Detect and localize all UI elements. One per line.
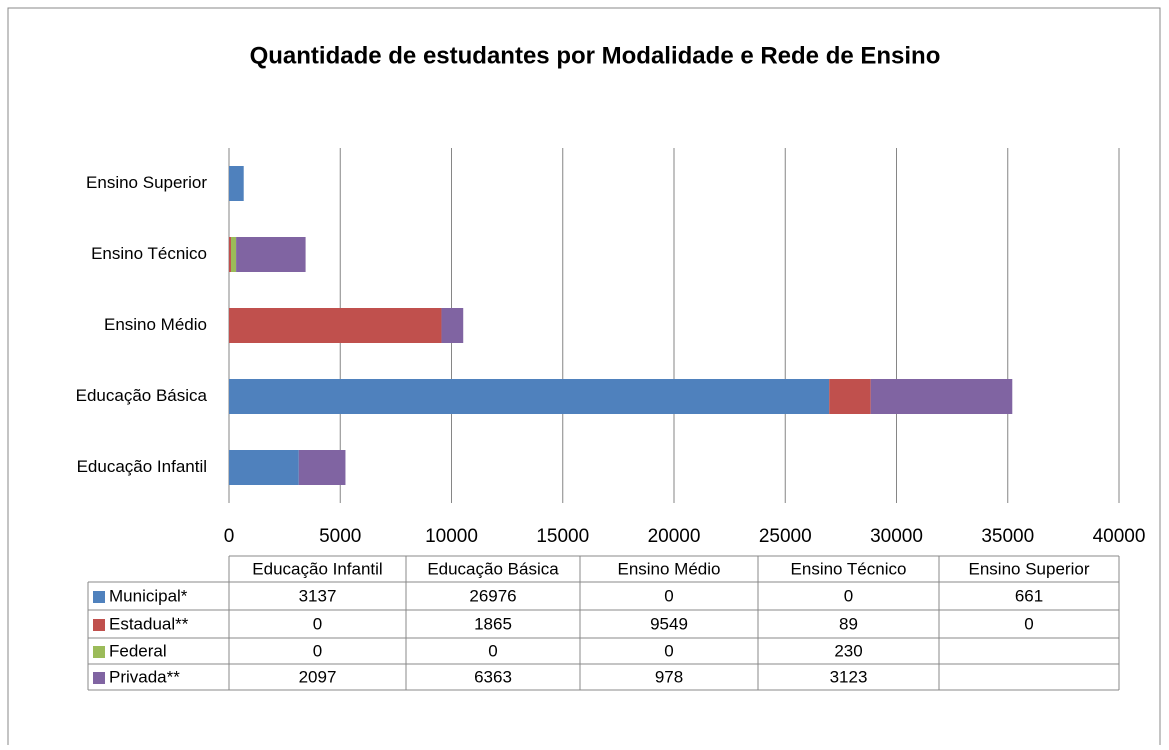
table-cell: 0 <box>313 641 322 660</box>
table-cell: 0 <box>1024 614 1033 633</box>
table-cell: 0 <box>664 641 673 660</box>
chart-title: Quantidade de estudantes por Modalidade … <box>250 42 941 69</box>
table-cell: 0 <box>488 641 497 660</box>
y-tick-label: Ensino Médio <box>104 315 207 334</box>
table-cell: 0 <box>664 586 673 605</box>
y-tick-label: Ensino Técnico <box>91 244 207 263</box>
bar-segment <box>229 166 244 201</box>
bar-segment <box>229 450 299 485</box>
bar-segment <box>441 308 464 343</box>
table-header: Educação Básica <box>427 559 559 578</box>
y-tick-label: Educação Básica <box>76 386 208 405</box>
legend-label: Privada** <box>109 667 180 686</box>
table-cell: 0 <box>844 586 853 605</box>
x-tick-label: 10000 <box>425 526 478 547</box>
table-cell: 1865 <box>474 614 512 633</box>
table-header: Ensino Superior <box>969 559 1090 578</box>
table-cell: 661 <box>1015 586 1043 605</box>
bar-segment <box>870 379 1013 414</box>
x-tick-label: 0 <box>224 526 235 547</box>
bar-segment <box>829 379 871 414</box>
bar-segment <box>298 450 346 485</box>
legend-swatch <box>93 619 105 631</box>
x-tick-label: 30000 <box>870 526 923 547</box>
bar-segment <box>236 237 306 272</box>
legend-label: Municipal* <box>109 586 188 605</box>
x-tick-label: 35000 <box>981 526 1034 547</box>
x-tick-label: 15000 <box>536 526 589 547</box>
legend-label: Estadual** <box>109 614 189 633</box>
x-tick-label: 25000 <box>759 526 812 547</box>
x-tick-label: 40000 <box>1093 526 1146 547</box>
table-cell: 3137 <box>299 586 337 605</box>
legend-swatch <box>93 591 105 603</box>
chart-frame <box>7 7 1161 750</box>
table-header: Ensino Técnico <box>791 559 907 578</box>
bar-segment <box>229 308 442 343</box>
table-cell: 230 <box>834 641 862 660</box>
table-cell: 89 <box>839 614 858 633</box>
table-header: Ensino Médio <box>617 559 720 578</box>
table-cell: 3123 <box>830 667 868 686</box>
bar-segment <box>230 237 237 272</box>
x-tick-label: 5000 <box>319 526 361 547</box>
legend-label: Federal <box>109 641 167 660</box>
table-cell: 2097 <box>299 667 337 686</box>
legend-swatch <box>93 672 105 684</box>
table-cell: 9549 <box>650 614 688 633</box>
legend-swatch <box>93 646 105 658</box>
x-tick-label: 20000 <box>648 526 701 547</box>
table-cell: 26976 <box>469 586 516 605</box>
bar-segment <box>229 379 830 414</box>
table-cell: 978 <box>655 667 683 686</box>
y-tick-label: Educação Infantil <box>77 457 207 476</box>
table-cell: 6363 <box>474 667 512 686</box>
table-header: Educação Infantil <box>252 559 382 578</box>
y-tick-label: Ensino Superior <box>86 173 207 192</box>
bar-segment <box>229 237 231 272</box>
table-cell: 0 <box>313 614 322 633</box>
